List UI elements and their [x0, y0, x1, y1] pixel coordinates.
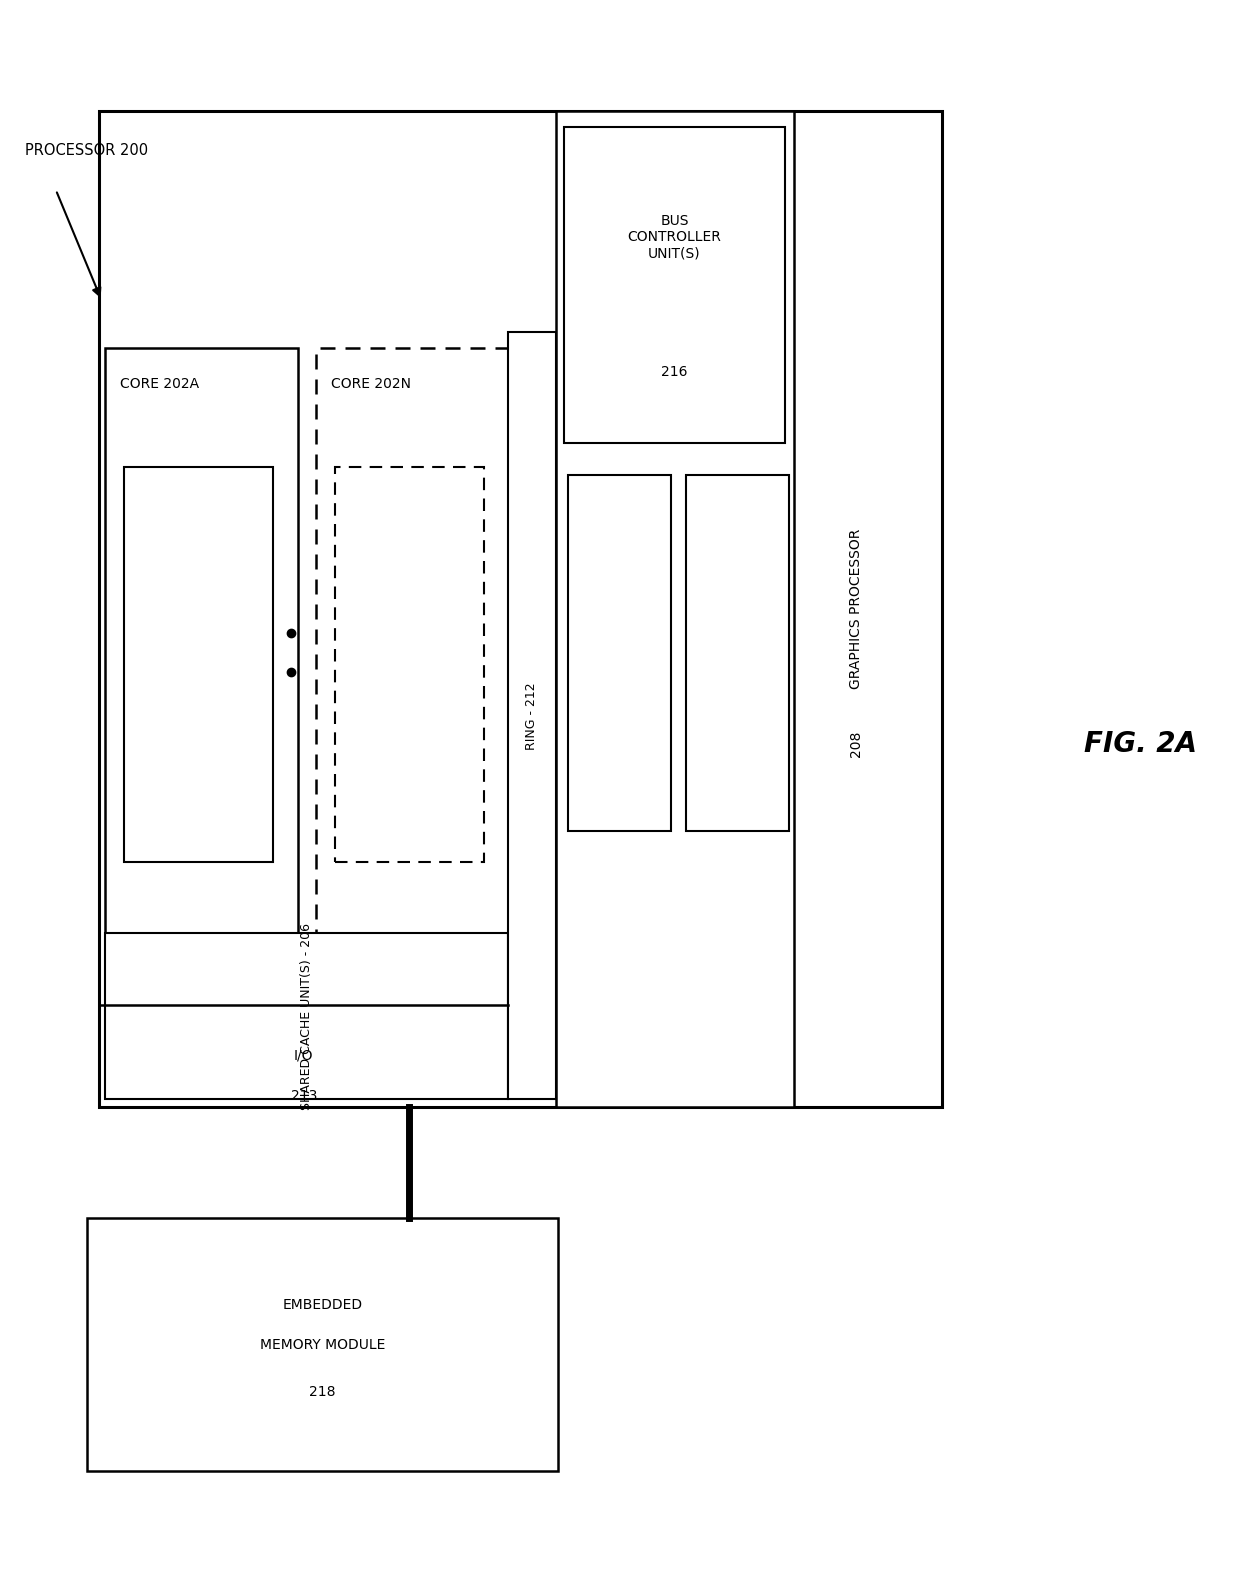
- Bar: [105, 348, 298, 933]
- Text: SHARED CACHE UNIT(S) - 206: SHARED CACHE UNIT(S) - 206: [300, 922, 314, 1111]
- Text: 216: 216: [661, 365, 688, 378]
- Text: CORE: CORE: [568, 198, 606, 212]
- Text: CORE 202N: CORE 202N: [331, 377, 412, 391]
- Text: 218: 218: [309, 1386, 336, 1398]
- Text: CORE 202A: CORE 202A: [120, 377, 200, 391]
- Text: CACHE
UNIT(S): CACHE UNIT(S): [383, 625, 435, 657]
- Bar: [564, 127, 785, 443]
- Bar: [686, 475, 789, 831]
- Text: MEMORY MODULE: MEMORY MODULE: [259, 1338, 386, 1351]
- Text: SYSTEM AGENT: SYSTEM AGENT: [568, 134, 675, 149]
- Bar: [87, 1218, 558, 1471]
- Text: 210: 210: [568, 253, 594, 267]
- Text: PROCESSOR 200: PROCESSOR 200: [25, 142, 148, 158]
- Text: I/O: I/O: [294, 1049, 314, 1062]
- Text: FIG. 2A: FIG. 2A: [1084, 729, 1198, 758]
- Bar: [105, 933, 508, 1099]
- Text: DISPLAY
CONTROLLER: DISPLAY CONTROLLER: [573, 606, 666, 636]
- Bar: [508, 332, 556, 1099]
- Bar: [568, 475, 671, 831]
- Text: BUS
CONTROLLER
UNIT(S): BUS CONTROLLER UNIT(S): [627, 214, 722, 261]
- Bar: [316, 348, 508, 933]
- Text: 211: 211: [606, 732, 632, 747]
- Bar: [124, 467, 273, 862]
- Bar: [99, 111, 942, 1107]
- Text: CACHE
UNIT(S): CACHE UNIT(S): [172, 625, 224, 657]
- Text: GRAPHICS PROCESSOR: GRAPHICS PROCESSOR: [848, 528, 863, 690]
- Text: RING - 212: RING - 212: [526, 682, 538, 750]
- Text: 213: 213: [290, 1090, 317, 1103]
- Text: MEMORY
CONTROLLER: MEMORY CONTROLLER: [691, 606, 784, 636]
- Text: 204A: 204A: [181, 721, 216, 734]
- Text: 214: 214: [724, 732, 750, 747]
- Text: 204N: 204N: [391, 721, 428, 734]
- Bar: [556, 111, 794, 1107]
- Text: 208: 208: [848, 731, 863, 756]
- Bar: [335, 467, 484, 862]
- Text: EMBEDDED: EMBEDDED: [283, 1299, 362, 1311]
